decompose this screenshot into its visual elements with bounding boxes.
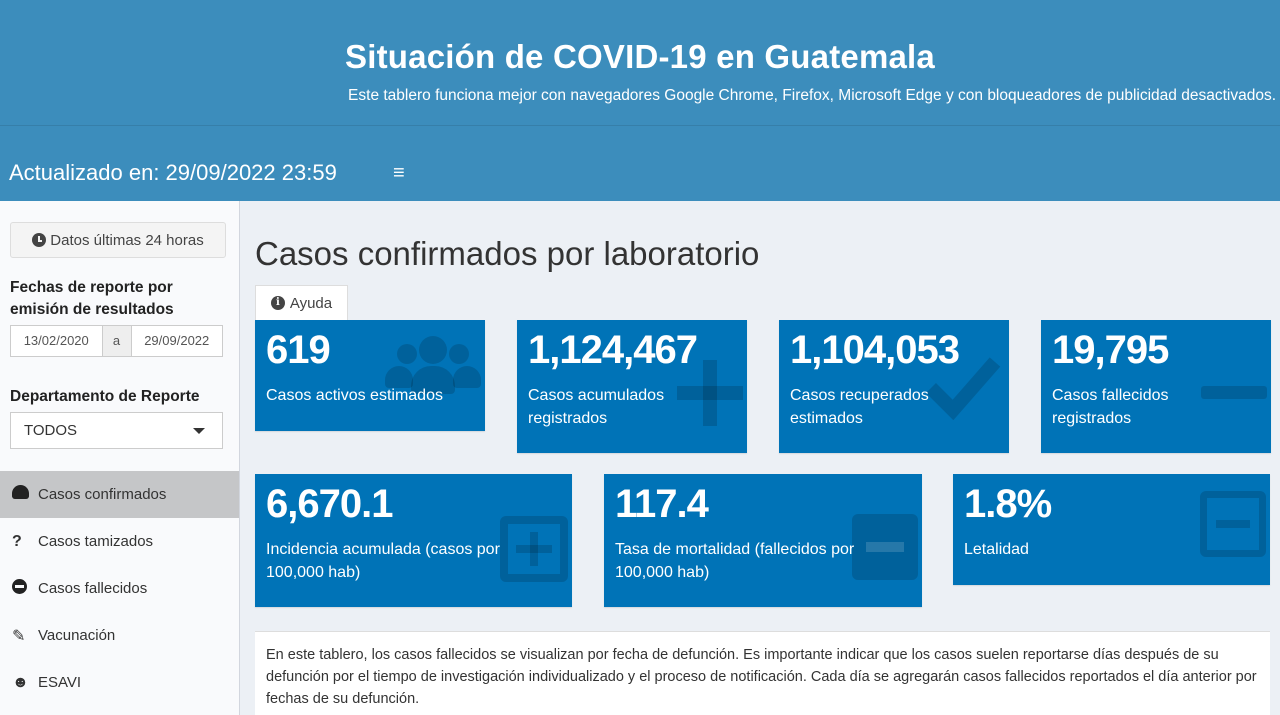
value-box-value: 117.4: [615, 482, 709, 526]
value-box-deaths: 19,795 Casos fallecidos registrados: [1041, 320, 1271, 453]
minus-square-icon: [852, 514, 918, 580]
check-icon: [926, 357, 1001, 420]
info-icon: i: [270, 296, 285, 310]
value-box-cumulative-cases: 1,124,467 Casos acumulados registrados: [517, 320, 747, 453]
value-box-mortality: 117.4 Tasa de mortalidad (fallecidos por…: [604, 474, 922, 607]
value-box-value: 1,104,053: [790, 328, 960, 372]
value-box-label: Tasa de mortalidad (fallecidos por 100,0…: [615, 541, 855, 581]
department-select-value: TODOS: [24, 422, 78, 439]
hamburger-menu-icon[interactable]: ≡: [393, 162, 405, 184]
last-24h-button[interactable]: Datos últimas 24 horas: [10, 222, 226, 258]
users-icon: [385, 336, 481, 396]
minus-circle-icon: [12, 578, 38, 599]
sidebar-menu: Casos confirmados ? Casos tamizados Caso…: [0, 471, 239, 706]
value-box-value: 6,670.1: [266, 482, 393, 526]
sidebar-item-esavi[interactable]: ☻ ESAVI: [0, 659, 239, 706]
sidebar-item-label: Casos tamizados: [38, 533, 154, 550]
sidebar-item-label: Casos confirmados: [38, 486, 167, 503]
date-range-picker: 13/02/2020 a 29/09/2022: [10, 325, 223, 357]
top-header: Situación de COVID-19 en Guatemala Este …: [0, 0, 1280, 126]
value-box-label: Casos recuperados estimados: [790, 387, 929, 427]
sidebar-item-casos-fallecidos[interactable]: Casos fallecidos: [0, 565, 239, 612]
last-24h-label: Datos últimas 24 horas: [50, 231, 204, 249]
deaths-note: En este tablero, los casos fallecidos se…: [255, 631, 1270, 715]
date-from-input[interactable]: 13/02/2020: [23, 333, 89, 348]
help-tab[interactable]: i Ayuda: [255, 285, 348, 320]
value-box-active-cases: 619 Casos activos estimados: [255, 320, 485, 431]
dashboard-title: Situación de COVID-19 en Guatemala: [345, 38, 935, 75]
sidebar: Datos últimas 24 horas Fechas de reporte…: [0, 201, 240, 715]
department-label: Departamento de Reporte: [10, 388, 200, 405]
sidebar-item-vacunacion[interactable]: ✎ Vacunación: [0, 612, 239, 659]
value-box-value: 1.8%: [964, 482, 1052, 526]
value-box-label: Incidencia acumulada (casos por 100,000 …: [266, 541, 500, 581]
dates-label: Fechas de reporte por emisión de resulta…: [10, 279, 174, 318]
value-box-lethality: 1.8% Letalidad: [953, 474, 1270, 585]
value-box-value: 1,124,467: [528, 328, 698, 372]
main-content: Casos confirmados por laboratorio i Ayud…: [240, 201, 1280, 715]
date-to-input[interactable]: 29/09/2022: [144, 333, 210, 348]
minus-square-outline-icon: [1200, 491, 1266, 557]
minus-icon: [1201, 386, 1267, 399]
caret-down-icon: [193, 428, 205, 434]
page-title: Casos confirmados por laboratorio: [255, 235, 760, 272]
syringe-icon: ✎: [12, 627, 26, 645]
value-box-label: Letalidad: [964, 541, 1029, 558]
sidebar-item-label: ESAVI: [38, 674, 82, 691]
value-box-value: 19,795: [1052, 328, 1169, 372]
plus-square-icon: [500, 516, 568, 582]
dashboard-icon: [12, 485, 38, 504]
value-box-label: Casos acumulados registrados: [528, 387, 665, 427]
question-icon: ?: [12, 532, 22, 550]
updated-timestamp: Actualizado en: 29/09/2022 23:59: [9, 160, 337, 185]
head-icon: ☻: [12, 673, 29, 691]
department-select[interactable]: TODOS: [10, 412, 223, 449]
value-box-incidence: 6,670.1 Incidencia acumulada (casos por …: [255, 474, 572, 607]
navbar: Actualizado en: 29/09/2022 23:59 ≡: [0, 126, 1280, 201]
value-box-recovered-cases: 1,104,053 Casos recuperados estimados: [779, 320, 1009, 453]
sidebar-item-casos-confirmados[interactable]: Casos confirmados: [0, 471, 239, 518]
clock-icon: [32, 233, 47, 247]
help-tab-label: Ayuda: [289, 294, 333, 312]
value-box-label: Casos activos estimados: [266, 387, 443, 404]
browser-notice: Este tablero funciona mejor con navegado…: [348, 87, 1276, 104]
value-box-value: 619: [266, 328, 331, 372]
sidebar-item-label: Vacunación: [38, 627, 116, 644]
sidebar-item-label: Casos fallecidos: [38, 580, 148, 597]
value-box-label: Casos fallecidos registrados: [1052, 387, 1169, 427]
sidebar-item-casos-tamizados[interactable]: ? Casos tamizados: [0, 518, 239, 565]
plus-icon: [677, 360, 743, 426]
date-separator: a: [101, 326, 132, 356]
